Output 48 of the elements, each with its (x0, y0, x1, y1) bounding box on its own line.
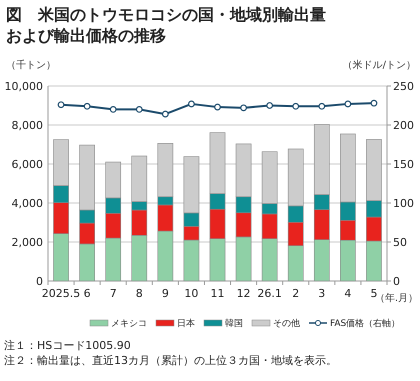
point (214, 104, 221, 110)
legend-label: 日本 (177, 318, 195, 330)
point (162, 110, 169, 118)
y2-tick-label: 150 (393, 158, 414, 171)
x-tick-label: 3 (318, 287, 326, 300)
point (266, 102, 274, 109)
point (58, 101, 64, 108)
point (136, 106, 143, 113)
point (344, 100, 352, 108)
x-tick-label: 6 (84, 287, 91, 300)
y-axis-title: （千トン） (6, 59, 56, 71)
y-tick-label: 0 (36, 274, 43, 288)
x-tick-label: 5 (370, 287, 378, 300)
x-tick-label: 9 (162, 287, 169, 300)
y2-tick-label: 250 (393, 80, 414, 93)
legend-label: FAS価格（右軸） (330, 318, 400, 330)
y-tick-label: 8,000 (12, 118, 43, 132)
point (240, 104, 247, 112)
x-tick-label: 26.1 (257, 287, 282, 300)
chart-title: 図 米国のトウモロコシの国・地域別輸出量および輸出価格の推移 (6, 5, 326, 45)
text: 注２：輸出量は、直近13カ月（累計）の上位３カ国・地域を表示。 (4, 354, 337, 367)
point (370, 100, 378, 107)
y2-axis-title: （米ドル/トン） (342, 59, 416, 71)
x-tick-label: 8 (136, 287, 143, 300)
y-tick-label: 4,000 (12, 196, 43, 210)
point (292, 102, 300, 110)
point (84, 102, 91, 110)
x-tick-label: 2 (292, 287, 300, 300)
y-tick-label: 6,000 (12, 158, 43, 171)
x-tick-label: 4 (344, 287, 352, 300)
x-tick-label: 11 (210, 287, 224, 300)
legend-label: その他 (273, 318, 300, 330)
y2-tick-label: 200 (393, 118, 414, 132)
x-tick-label: 7 (110, 287, 117, 300)
y2-tick-label: 0 (393, 274, 400, 288)
y-tick-label: 10,000 (4, 80, 43, 93)
y2-tick-label: 50 (393, 236, 407, 249)
y2-tick-label: 100 (393, 196, 414, 210)
x-tick-label: 12 (236, 287, 251, 300)
point (110, 106, 117, 113)
point (318, 102, 326, 110)
x-tick-label: 2025.5 (42, 287, 80, 300)
y-tick-label: 2,000 (12, 236, 43, 249)
legend-label: 韓国 (225, 318, 243, 330)
legend-label: メキシコ (111, 319, 147, 330)
x-tick-label: 10 (184, 287, 198, 300)
point (188, 100, 195, 108)
text: 注１：HSコード1005.90 (4, 339, 131, 352)
